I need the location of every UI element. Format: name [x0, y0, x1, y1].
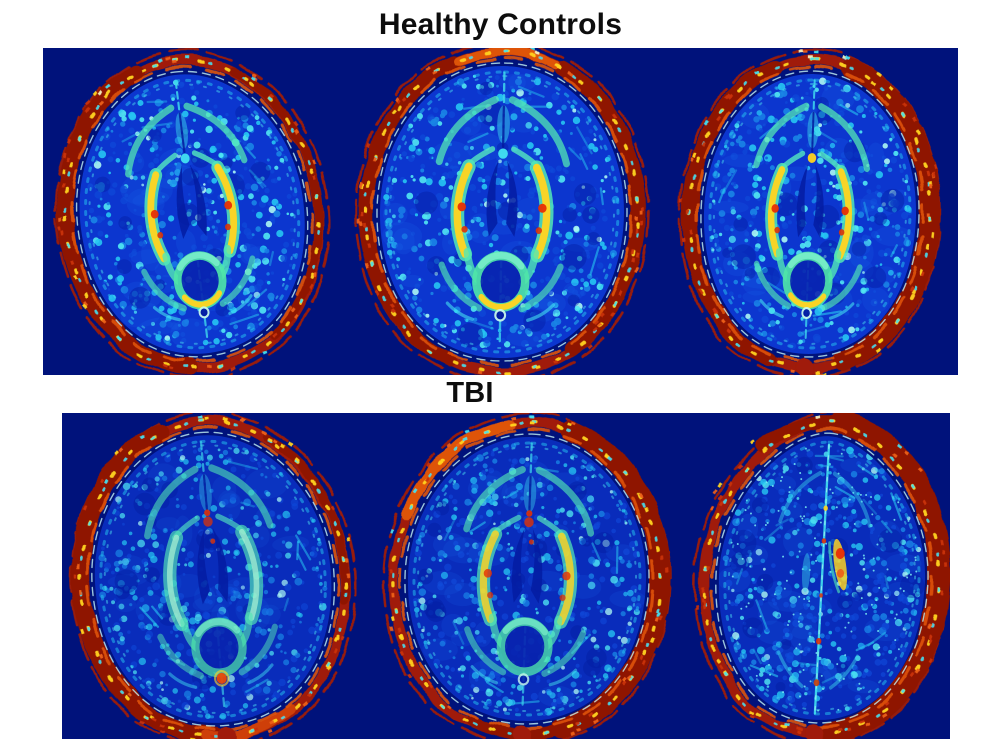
- tbi-panel: [62, 413, 950, 739]
- healthy-scan-2: [354, 48, 650, 375]
- tbi-scan-2: [382, 413, 672, 739]
- healthy-controls-panel: [43, 48, 958, 375]
- tbi-title: TBI: [446, 377, 494, 409]
- tbi-scan-1: [69, 413, 357, 739]
- tbi-scan-3: [693, 413, 950, 739]
- healthy-controls-title: Healthy Controls: [378, 8, 623, 41]
- healthy-scan-3: [678, 48, 942, 375]
- healthy-scan-1: [54, 49, 330, 375]
